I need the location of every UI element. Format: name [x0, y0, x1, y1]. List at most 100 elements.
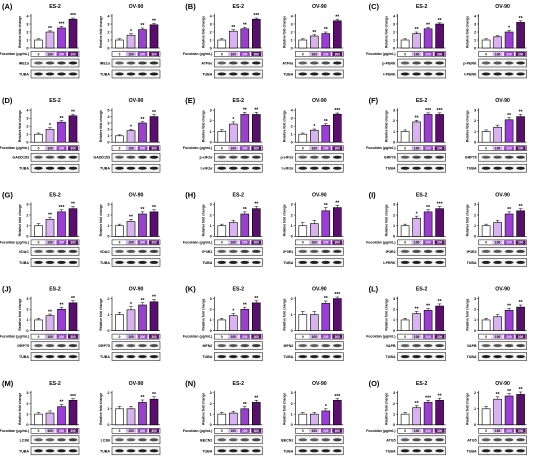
bar — [423, 211, 433, 237]
significance-mark: ** — [141, 23, 145, 29]
blot-band — [217, 344, 227, 348]
cell-title: ES-2 — [233, 381, 245, 387]
cell-title: ES-2 — [49, 4, 61, 10]
blot-band — [138, 155, 147, 159]
bar — [252, 208, 261, 237]
dose-value: 200 — [242, 52, 248, 56]
dose-swatch — [56, 52, 67, 56]
significance-mark: *** — [437, 108, 443, 114]
dose-swatch — [149, 428, 159, 433]
y-tick-label: 0 — [474, 235, 476, 239]
blot-strip — [397, 258, 446, 267]
bar — [435, 305, 444, 331]
bar — [493, 398, 502, 426]
blot-band — [423, 155, 433, 159]
blot-strip — [397, 58, 446, 68]
blot-strip — [30, 446, 80, 456]
significance-mark: ** — [152, 392, 156, 398]
y-tick-label: 1 — [210, 412, 212, 416]
y-tick-label: 3 — [291, 203, 293, 207]
blot-band — [126, 355, 136, 359]
bar — [229, 315, 238, 331]
bar — [516, 116, 525, 143]
dose-swatch — [45, 240, 55, 245]
dose-swatch — [297, 240, 308, 245]
blot-band — [68, 249, 78, 253]
bar — [149, 24, 159, 49]
significance-mark: * — [130, 29, 132, 35]
blot-strip — [295, 152, 344, 162]
blot-band — [321, 72, 331, 76]
blot-label: TUBA — [283, 261, 293, 265]
dose-value: 0 — [221, 335, 223, 339]
dose-value: 300 — [335, 429, 341, 433]
dose-swatch — [423, 428, 434, 433]
panel-letter: (J) — [2, 285, 12, 294]
significance-mark: ** — [71, 109, 75, 115]
significance-mark: *** — [334, 394, 340, 400]
significance-mark: ** — [152, 110, 156, 116]
significance-mark: ** — [71, 296, 75, 302]
y-tick-label: 4 — [26, 14, 29, 18]
dose-swatch — [423, 240, 434, 245]
blot-strip — [295, 352, 344, 361]
significance-mark: ** — [141, 395, 145, 401]
blot-band — [423, 61, 433, 65]
y-axis-label: Relative fold change — [385, 16, 389, 48]
blot-band — [45, 344, 55, 348]
dose-value: 200 — [140, 241, 146, 245]
dose-value: 300 — [254, 429, 260, 433]
blot-label: GADD153 — [93, 156, 110, 160]
blot-band — [412, 155, 421, 159]
blot-band — [400, 61, 410, 65]
y-tick-label: 2 — [26, 308, 28, 312]
bar — [240, 308, 250, 331]
dose-value: 300 — [437, 147, 443, 151]
blot-strip — [111, 247, 161, 256]
blot-label: TUBA — [467, 355, 477, 359]
panel-letter: (H) — [185, 190, 196, 199]
dose-value: 0 — [302, 147, 304, 151]
blot-label: TUBA — [19, 355, 29, 359]
blot-band — [400, 355, 410, 359]
bar — [321, 410, 331, 426]
blot-strip — [295, 69, 344, 79]
blot-band — [115, 155, 124, 159]
y-tick-label: 2 — [393, 119, 395, 123]
y-tick-label: 1 — [107, 407, 109, 411]
dose-swatch — [56, 428, 67, 433]
y-tick-label: 4 — [291, 14, 294, 18]
y-tick-label: 0 — [210, 46, 212, 50]
dose-swatch — [411, 334, 422, 339]
y-tick-label: 3 — [210, 22, 212, 26]
significance-mark: ** — [438, 299, 442, 305]
dose-swatch — [492, 52, 503, 56]
blot-band — [149, 166, 159, 170]
blot-band — [45, 355, 55, 359]
blot-band — [400, 260, 410, 264]
dose-value: 0 — [404, 335, 406, 339]
y-tick-label: 0 — [474, 46, 476, 50]
panel-letter: (M) — [2, 379, 14, 388]
dose-swatch — [68, 334, 78, 339]
cell-title: ES-2 — [49, 287, 61, 293]
dose-swatch — [126, 52, 136, 56]
blot-band — [34, 249, 43, 253]
dose-value: 100 — [47, 52, 53, 56]
blot-band — [298, 61, 308, 65]
blot-band — [115, 344, 124, 348]
blot-band — [115, 72, 124, 76]
panel-letter: (E) — [185, 96, 196, 105]
y-tick-label: 3 — [393, 109, 395, 113]
blot-band — [57, 344, 66, 348]
blot-band — [493, 155, 502, 159]
blot-band — [240, 344, 250, 348]
dose-swatch — [251, 52, 262, 56]
dose-value: 300 — [254, 52, 260, 56]
dose-swatch — [309, 52, 320, 56]
panel-letter: (O) — [369, 379, 380, 388]
significance-mark: * — [232, 117, 234, 123]
